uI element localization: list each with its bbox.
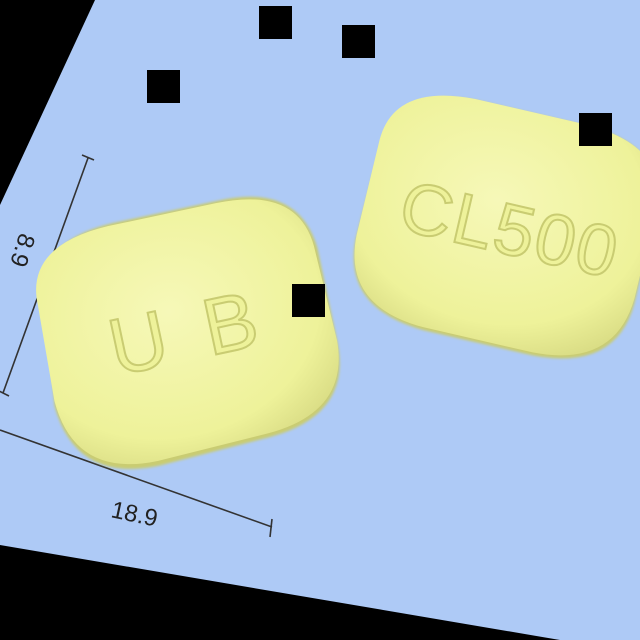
tablet-left: U B xyxy=(36,196,340,469)
occluder-square xyxy=(259,6,292,39)
tablet-right: CL500 xyxy=(353,95,640,359)
occluder-square xyxy=(342,25,375,58)
width-dimension-line xyxy=(0,429,273,538)
occluder-square xyxy=(292,284,325,317)
occluder-square xyxy=(579,113,612,146)
occluder-square xyxy=(147,70,180,103)
